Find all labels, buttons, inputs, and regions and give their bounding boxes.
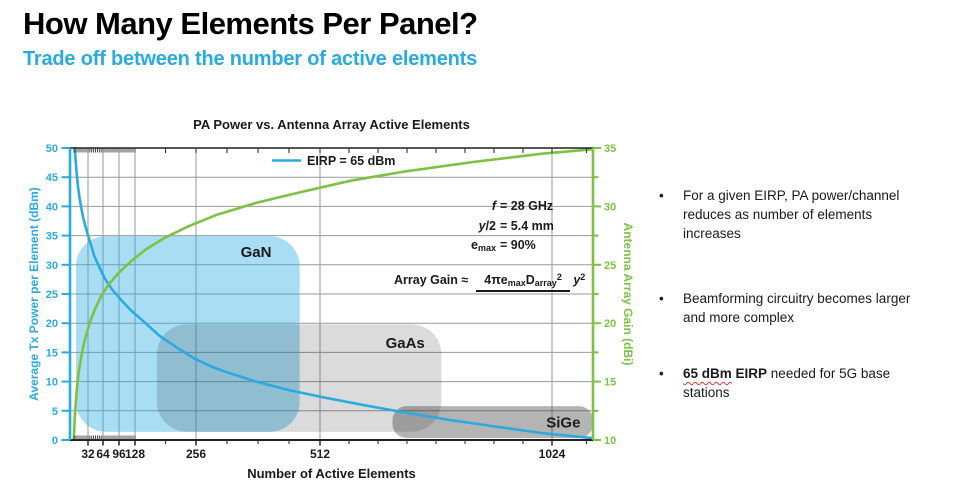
legend-label: EIRP = 65 dBm [307,154,395,168]
annotation-efficiency: emax = 90% [471,238,536,253]
left-tick-label: 0 [52,435,58,447]
left-tick-label: 45 [46,172,58,184]
bullet-icon: • [659,366,664,381]
x-tick-label: 96 [112,447,126,461]
right-axis-title: Antenna Array Gain (dBi) [621,223,635,366]
left-tick-label: 40 [46,201,58,213]
page-subtitle: Trade off between the number of active e… [23,48,478,70]
chart-title: PA Power vs. Antenna Array Active Elemen… [193,117,470,132]
bullet-icon: • [659,188,664,203]
gan-region [76,236,300,432]
x-tick-label: 64 [96,447,110,461]
array-gain-curve [72,147,595,442]
annotation-half-wavelength: y/2 = 5.4 mm [478,218,554,233]
left-tick-label: 25 [46,289,58,301]
left-tick-label: 30 [46,260,58,272]
x-axis-title: Number of Active Elements [247,466,416,481]
left-tick-label: 50 [46,143,58,155]
key-points-list: • For a given EIRP, PA power/channel red… [659,186,927,402]
x-tick-label: 256 [186,447,206,461]
left-axis-title: Average Tx Power per Element (dBm) [27,187,41,401]
chart-parameter-annotations: f = 28 GHz y/2 = 5.4 mm emax = 90% [428,198,554,257]
right-tick-label: 15 [604,377,616,389]
list-item: • 65 dBm EIRP needed for 5G base station… [659,366,891,400]
pa-power-vs-elements-chart: GaN GaAs SiGe 0 5 10 15 20 25 30 35 40 45 50 10 15 20 25 3… [27,117,635,481]
x-tick-label: 32 [81,447,95,461]
right-tick-label: 30 [604,201,616,213]
gan-region-label: GaN [241,244,272,261]
left-tick-label: 35 [46,231,58,243]
formula-fraction: 4πemaxDarray2 y2 [476,272,585,292]
left-tick-label: 5 [52,406,58,418]
left-tick-label: 10 [46,377,58,389]
sige-region [392,406,593,438]
left-tick-label: 15 [46,347,58,359]
list-item: • For a given EIRP, PA power/channel red… [659,188,900,241]
array-gain-formula: Array Gain ≈ 4πemaxDarray2 y2 [394,272,585,292]
pa-power-curve [73,146,595,440]
right-tick-label: 25 [604,260,616,272]
gaas-region [156,324,442,432]
annotation-frequency: f = 28 GHz [491,199,554,213]
x-tick-label: 128 [125,447,145,461]
page-title: How Many Elements Per Panel? [23,6,478,41]
right-tick-label: 10 [604,435,616,447]
x-tick-label: 1024 [539,447,566,461]
right-tick-label: 20 [604,318,616,330]
spellcheck-squiggle-text: 65 dBm [683,366,732,381]
right-tick-label: 35 [604,143,616,155]
x-tick-label: 512 [310,447,330,461]
left-tick-label: 20 [46,318,58,330]
list-item: • Beamforming circuitry becomes larger a… [659,291,911,325]
gaas-region-label: GaAs [386,335,425,352]
bullet-icon: • [659,291,664,306]
sige-region-label: SiGe [546,414,580,431]
